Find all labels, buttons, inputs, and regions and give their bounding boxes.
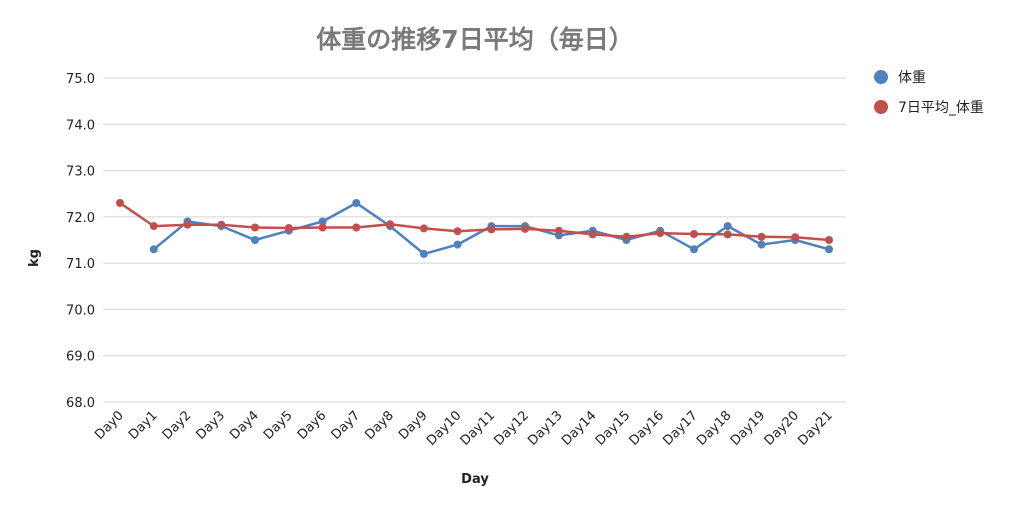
data-point: [521, 224, 530, 233]
series-line: [119, 201, 830, 242]
y-tick-label: 73.0: [66, 165, 95, 180]
x-tick-label: Day11: [458, 408, 498, 448]
x-tick-label: Day4: [227, 408, 262, 443]
x-tick-label: Day2: [160, 408, 195, 443]
data-point: [149, 245, 158, 254]
data-point: [419, 249, 428, 258]
data-point: [656, 229, 665, 238]
data-point: [791, 233, 800, 242]
x-tick-label: Day16: [627, 408, 667, 448]
x-tick-label: Day17: [660, 408, 700, 448]
x-tick-label: Day15: [593, 408, 633, 448]
legend-marker: [874, 100, 888, 114]
data-point: [825, 245, 833, 254]
data-point: [116, 199, 124, 207]
y-tick-label: 69.0: [66, 350, 95, 365]
series-1: [116, 199, 833, 244]
x-axis-label: Day: [461, 472, 489, 487]
y-tick-label: 75.0: [66, 72, 95, 87]
legend-marker: [874, 70, 888, 84]
y-tick-label: 71.0: [66, 257, 95, 272]
y-tick-label: 74.0: [66, 118, 95, 133]
data-point: [757, 232, 766, 241]
x-tick-label: Day21: [795, 408, 835, 448]
data-point: [757, 240, 766, 249]
data-point: [723, 230, 732, 239]
x-tick-label: Day6: [295, 408, 330, 443]
data-point: [149, 222, 158, 231]
x-axis-ticks: Day0 Day1 Day2 Day3 Day4 Day5 Day6 Day7 Day8 Day9…: [92, 408, 836, 448]
data-point: [825, 236, 833, 244]
y-axis-label: kg: [27, 249, 42, 267]
x-tick-label: Day13: [525, 408, 565, 448]
data-point: [318, 223, 327, 232]
y-tick-label: 72.0: [66, 211, 95, 226]
x-tick-label: Day19: [728, 408, 768, 448]
data-point: [352, 223, 361, 232]
series-layer: [116, 199, 833, 258]
legend-label: 体重: [898, 70, 926, 86]
x-tick-label: Day3: [193, 408, 228, 443]
data-point: [588, 230, 597, 239]
data-point: [352, 199, 361, 207]
gridlines: [103, 77, 846, 403]
x-tick-label: Day14: [559, 408, 599, 448]
data-point: [453, 227, 462, 236]
legend: 体重 7日平均_体重: [874, 70, 984, 116]
legend-label: 7日平均_体重: [898, 100, 984, 116]
data-point: [690, 230, 698, 238]
data-point: [487, 225, 496, 234]
data-point: [453, 240, 462, 249]
x-tick-label: Day0: [92, 408, 127, 443]
data-point: [554, 226, 563, 235]
y-tick-label: 70.0: [66, 303, 95, 318]
x-tick-label: Day12: [492, 408, 532, 448]
x-tick-label: Day20: [762, 408, 802, 448]
data-point: [419, 224, 428, 233]
data-point: [622, 232, 631, 241]
data-point: [723, 222, 732, 231]
x-tick-label: Day5: [261, 408, 296, 443]
x-tick-label: Day1: [126, 408, 161, 443]
x-tick-label: Day7: [329, 408, 364, 443]
x-tick-label: Day18: [694, 408, 734, 448]
x-tick-label: Day10: [424, 408, 464, 448]
data-point: [284, 224, 293, 232]
chart-title: 体重の推移7日平均（毎日）: [316, 25, 633, 54]
data-point: [183, 220, 192, 229]
data-point: [251, 223, 259, 232]
data-point: [318, 217, 327, 226]
data-point: [690, 245, 698, 254]
data-point: [217, 220, 226, 229]
y-axis-ticks: 75.0 74.0 73.0 72.0 71.0 70.0 69.0 68.0: [66, 72, 95, 411]
x-tick-label: Day8: [362, 408, 397, 443]
y-tick-label: 68.0: [66, 396, 95, 411]
data-point: [251, 236, 259, 244]
data-point: [386, 220, 395, 229]
